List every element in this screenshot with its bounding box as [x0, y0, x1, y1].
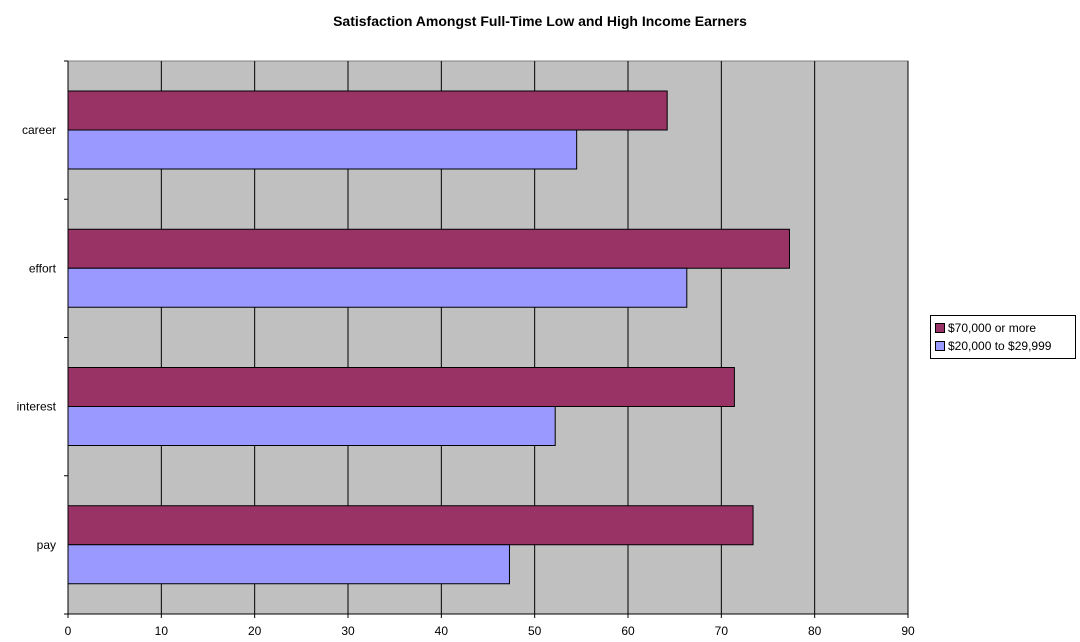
category-label-effort: effort: [29, 261, 57, 275]
x-tick-label: 0: [65, 624, 72, 638]
bar-career-series-1: [67, 90, 668, 131]
bar-effort-series-1: [67, 228, 790, 269]
x-tick-label: 30: [341, 624, 355, 638]
chart-title: Satisfaction Amongst Full-Time Low and H…: [333, 13, 747, 29]
legend-item: $70,000 or more: [935, 319, 1071, 337]
category-label-pay: pay: [37, 538, 56, 552]
bar-effort-series-2: [67, 267, 688, 308]
bar-career-series-2: [67, 129, 578, 170]
legend-item: $20,000 to $29,999: [935, 337, 1071, 355]
x-tick-label: 20: [248, 624, 262, 638]
x-tick-label: 90: [901, 624, 915, 638]
legend-swatch-series-2: [935, 341, 945, 351]
x-tick-label: 80: [808, 624, 822, 638]
bar-pay-series-2: [67, 544, 510, 585]
x-tick-label: 50: [528, 624, 542, 638]
legend: $70,000 or more $20,000 to $29,999: [930, 315, 1076, 359]
legend-label-series-2: $20,000 to $29,999: [948, 339, 1052, 353]
x-tick-label: 10: [155, 624, 169, 638]
bar-interest-series-1: [67, 367, 735, 407]
bar-pay-series-1: [67, 505, 754, 546]
category-label-interest: interest: [17, 400, 57, 414]
legend-swatch-series-1: [935, 323, 945, 333]
x-tick-label: 60: [621, 624, 635, 638]
x-tick-label: 40: [435, 624, 449, 638]
x-tick-label: 70: [715, 624, 729, 638]
bar-interest-series-2: [67, 406, 556, 446]
category-label-career: career: [22, 123, 56, 137]
legend-label-series-1: $70,000 or more: [948, 321, 1037, 335]
